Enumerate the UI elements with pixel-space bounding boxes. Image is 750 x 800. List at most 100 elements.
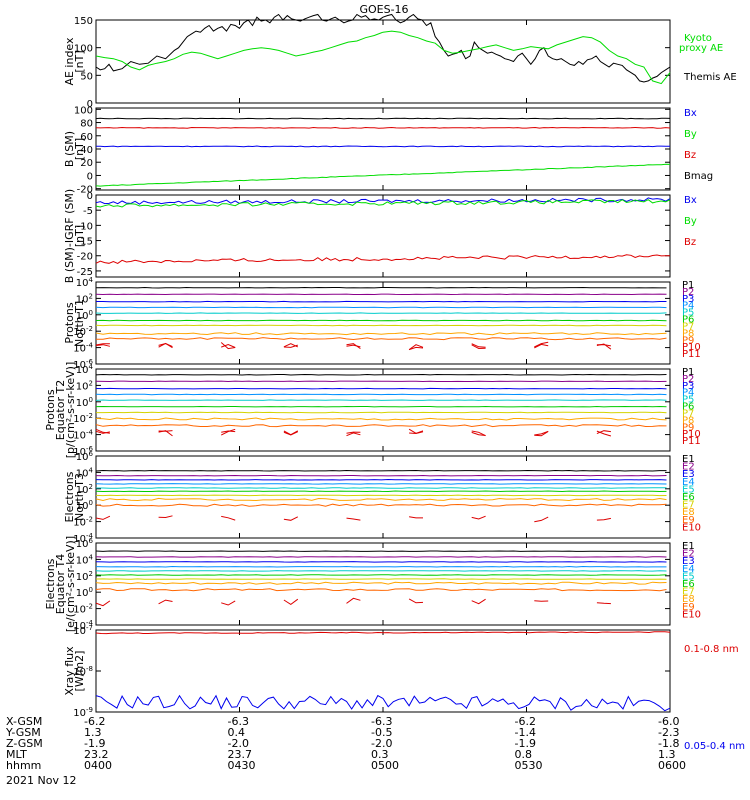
footer-value: -6.2 [84,715,105,728]
legend-label: P3 [682,381,694,392]
y-tick-label: 104 [76,276,94,289]
footer-row-label: Y-GSM [5,726,41,739]
footer-value: -0.5 [371,726,392,739]
footer-value: 23.2 [84,748,109,761]
channel-line [534,430,549,436]
channel-line [534,516,549,523]
channel-line [96,300,667,303]
legend-label: E7 [682,500,695,511]
y-tick-label: 10-6 [73,445,93,458]
legend-label: E9 [682,602,695,613]
footer-value: -6.0 [658,715,679,728]
legend-label: E7 [682,587,695,598]
legend-label: E10 [682,609,701,620]
channel-line [471,343,486,348]
channel-line [346,517,361,521]
channel-line [158,599,173,605]
y-tick-label: 10-7 [73,624,93,637]
footer-value: -6.3 [371,715,392,728]
series-line [95,631,671,635]
y-tick-label: 100 [76,586,93,599]
channel-line [346,432,361,437]
channel-line [283,598,299,606]
legend-label: Bx [684,195,697,206]
channel-line [346,344,361,348]
y-tick-label: 10-6 [73,358,93,371]
legend-label: By [684,129,697,140]
legend-label: P2 [682,287,694,298]
channel-line [95,332,667,336]
legend-label: P4 [682,301,694,312]
y-tick-label: 100 [76,309,93,322]
legend-label: P6 [682,315,694,326]
footer-value: 0.4 [228,726,246,739]
series-line [95,13,671,83]
y-tick-label: 10-2 [73,603,93,616]
channel-line [408,346,424,351]
footer-value: 0.8 [515,748,533,761]
channel-line [596,517,611,521]
panel-frame [95,107,671,191]
channel-line [346,597,361,604]
channel-line [346,431,361,434]
y-axis-label: [nT] [73,225,86,247]
y-tick-label: -25 [77,267,93,278]
y-tick-label: -15 [77,237,93,248]
footer-value: -1.9 [84,737,105,750]
channel-line [471,598,486,605]
legend-label: E4 [682,564,695,575]
channel-line [221,515,236,521]
channel-line [95,399,667,401]
y-tick-label: 10-9 [73,706,93,719]
y-tick-label: 80 [80,119,93,130]
y-tick-label: 20 [80,158,93,169]
channel-line [346,343,361,350]
footer-value: -6.3 [228,715,249,728]
series-line [95,117,671,120]
y-tick-label: 106 [76,450,94,463]
legend-label: E9 [682,515,695,526]
channel-line [95,286,667,289]
channel-line [95,565,667,568]
series-line [95,199,671,208]
channel-line [95,373,667,376]
footer-value: 23.7 [228,748,253,761]
y-axis-label: North T1 [73,299,86,347]
series-line [95,145,671,148]
footer-value: 0500 [371,759,399,772]
legend-label: P7 [682,321,694,332]
channel-line [95,578,667,580]
channel-line [95,561,667,563]
footer-value: 0530 [515,759,543,772]
y-tick-label: 10-4 [73,429,93,442]
channel-line [95,344,111,347]
legend-label: E3 [682,556,695,567]
y-tick-label: 150 [74,16,93,27]
panel-2: -20 0 20 40 60 80 100 B (SM)[nT] Bx By Bz Bmag [63,105,713,195]
channel-line [95,600,111,607]
footer-value: -1.9 [515,737,536,750]
legend-label: E2 [682,462,695,473]
legend-label: P6 [682,402,694,413]
legend-label: P9 [682,422,694,433]
legend-label: Bz [684,237,696,248]
channel-line [596,602,611,605]
series-line [95,694,671,712]
y-axis-label: Equator T2 [54,380,67,440]
channel-line [408,344,424,351]
channel-line [95,319,667,322]
panel-8: 10-9 10-8 10-7 Xray flux[W/m2] 0.1-0.8 nm 0.0… [63,624,745,752]
footer-value: -2.3 [658,726,679,739]
channel-line [95,556,667,558]
channel-line [95,483,667,485]
date-label: 2021 Nov 12 [6,774,76,787]
legend-label: P7 [682,408,694,419]
series-line [95,126,671,129]
y-tick-label: 104 [76,553,94,566]
channel-line [95,430,111,434]
y-axis-label: Protons [63,302,76,343]
channel-line [283,343,299,348]
